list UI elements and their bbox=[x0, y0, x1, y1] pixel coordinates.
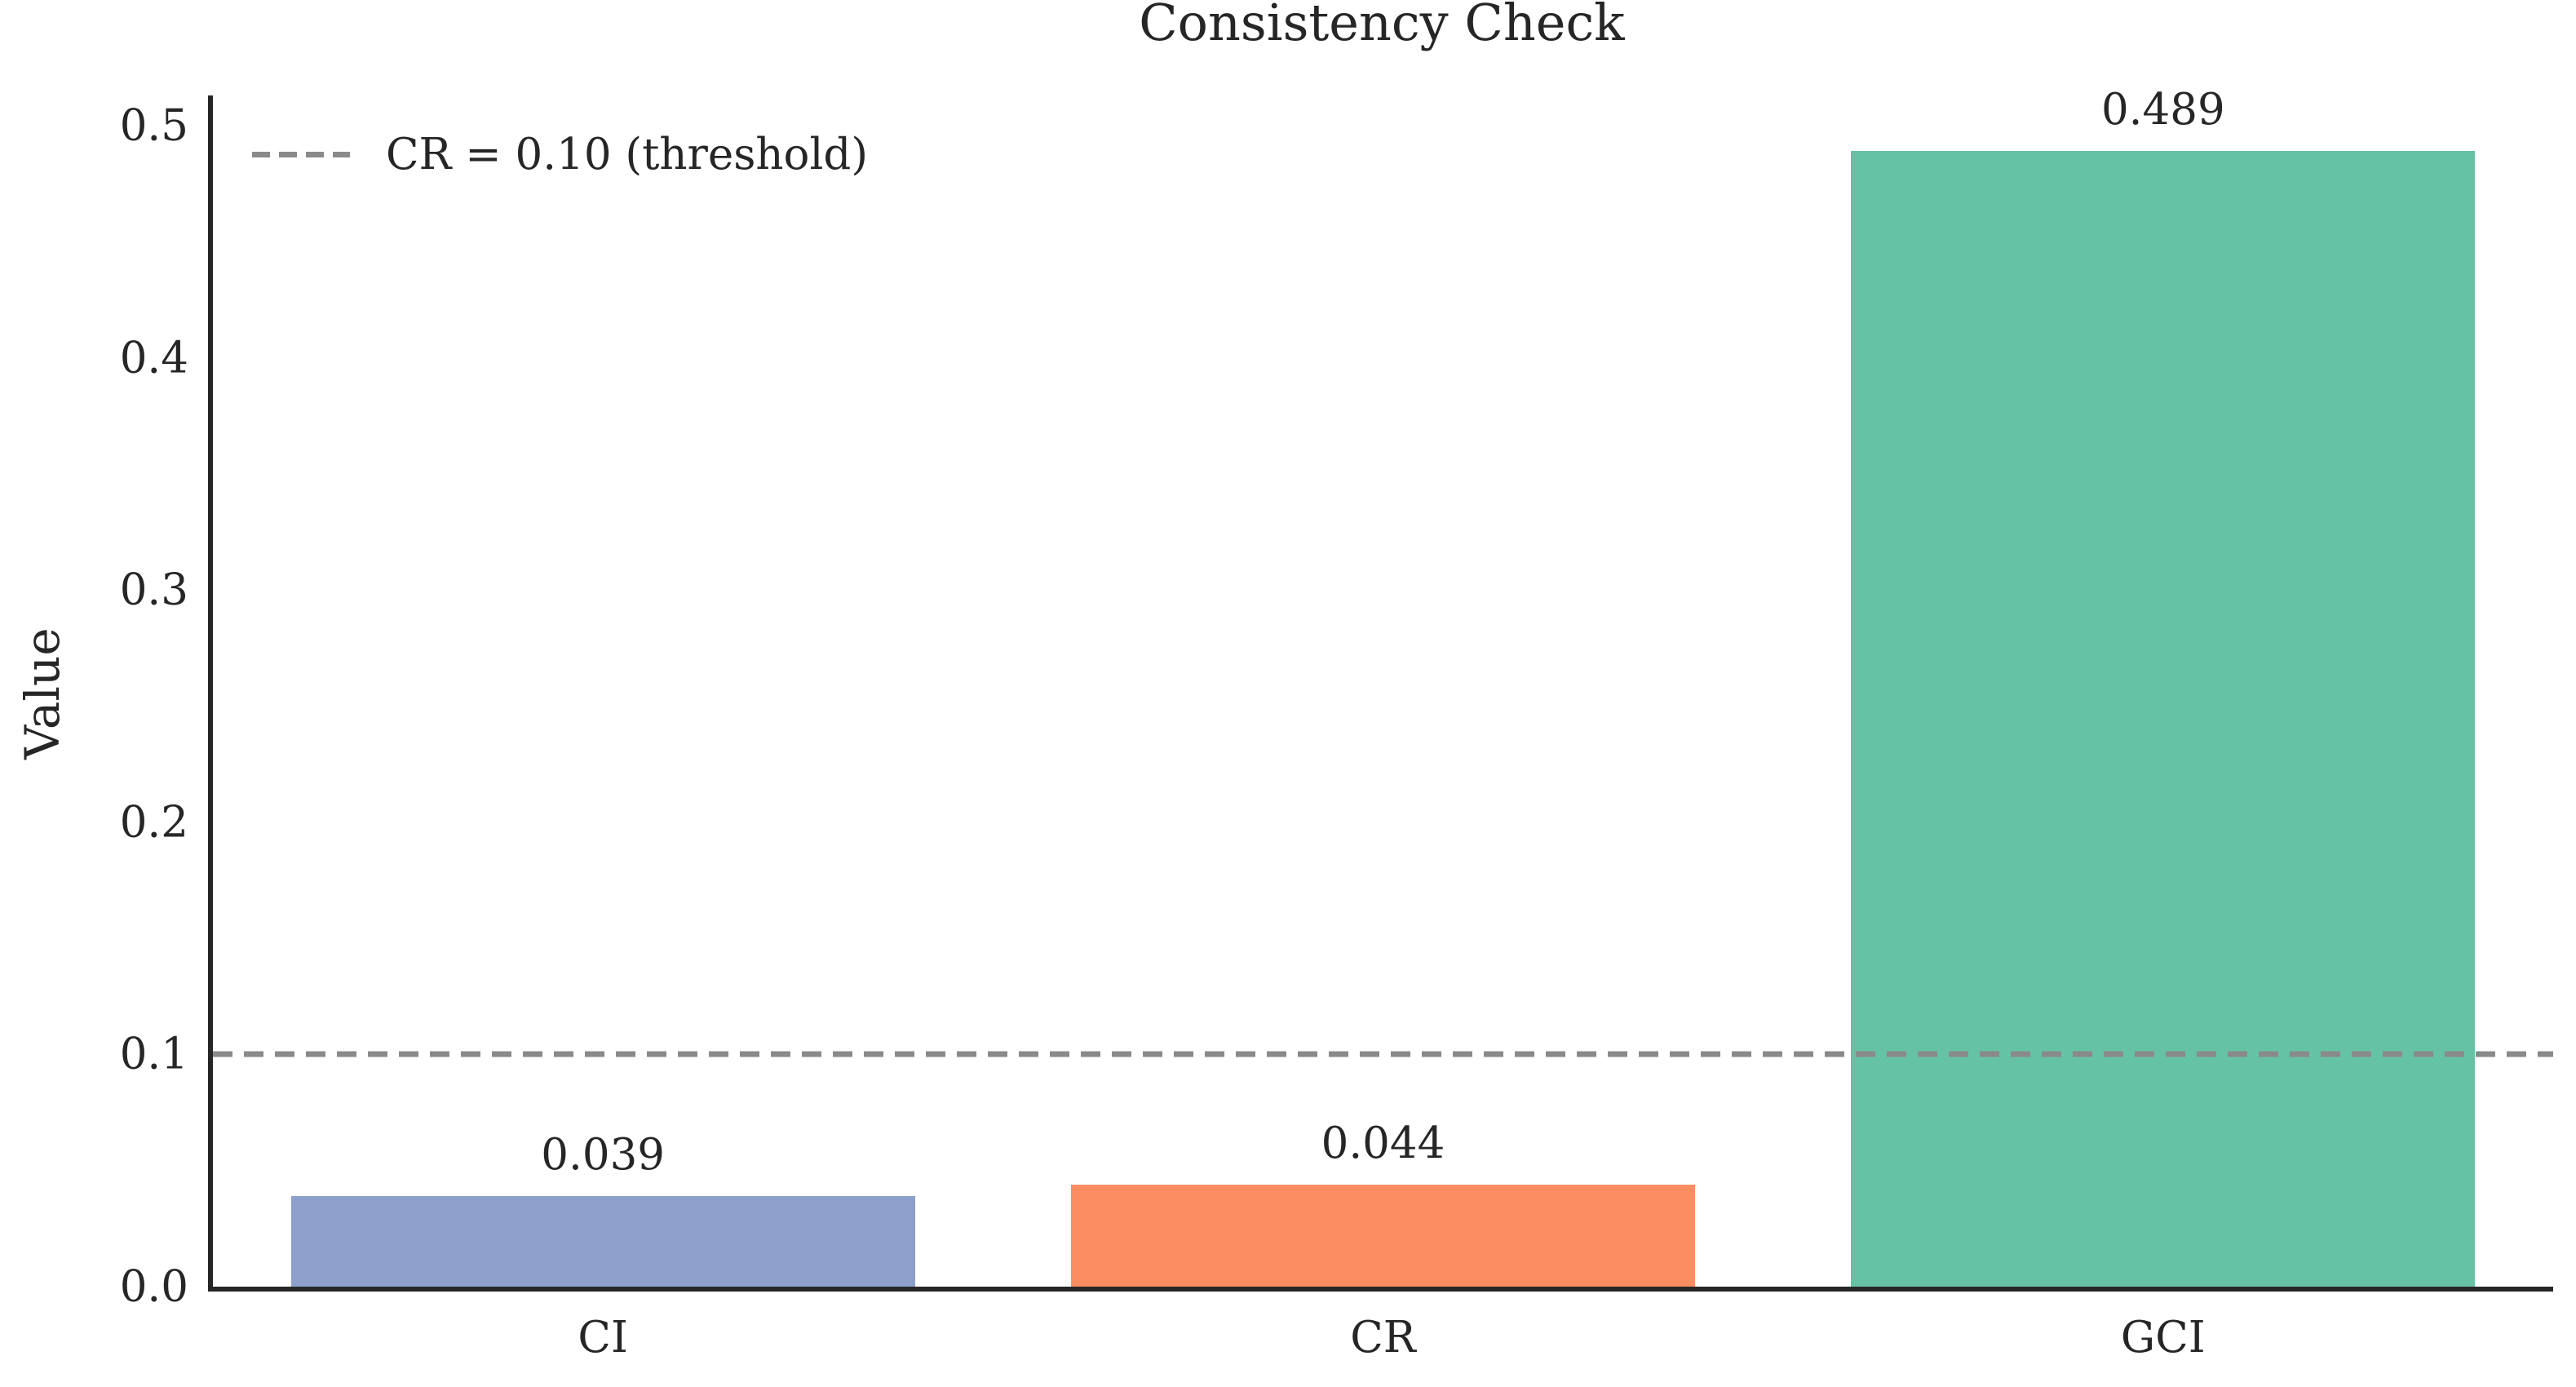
bars-container: 0.039 0.044 0.489 bbox=[213, 88, 2553, 1287]
bar-cr: 0.044 bbox=[1070, 1122, 1696, 1287]
chart-title: Consistency Check bbox=[1139, 0, 1625, 52]
legend: CR = 0.10 (threshold) bbox=[252, 133, 868, 176]
y-tick-label: 0.2 bbox=[119, 797, 188, 848]
threshold-dashed-line bbox=[213, 1051, 2553, 1057]
bar-value-label: 0.044 bbox=[1321, 1118, 1445, 1168]
x-tick-label-gci: GCI bbox=[2120, 1313, 2206, 1363]
bar-slot-ci: 0.039 bbox=[213, 95, 993, 1287]
y-tick-label: 0.3 bbox=[119, 565, 188, 615]
x-tick-label-cr: CR bbox=[1350, 1313, 1416, 1363]
y-tick-label: 0.4 bbox=[119, 333, 188, 383]
plot-area: 0.0 0.1 0.2 0.3 0.4 0.5 0.039 0.044 0.489 CR = … bbox=[120, 88, 2553, 1359]
bar-value-label: 0.489 bbox=[2100, 85, 2225, 135]
y-tick-label: 0.1 bbox=[119, 1029, 188, 1079]
y-tick-label: 0.0 bbox=[119, 1261, 188, 1312]
dashed-line-icon bbox=[252, 152, 350, 157]
bar-value-label: 0.039 bbox=[541, 1130, 666, 1181]
legend-label: CR = 0.10 (threshold) bbox=[386, 130, 869, 179]
x-tick-label-ci: CI bbox=[578, 1313, 628, 1363]
x-axis-tick-labels: CI CR GCI bbox=[213, 1316, 2553, 1359]
bar-slot-cr: 0.044 bbox=[993, 95, 1773, 1287]
y-axis-tick-labels: 0.0 0.1 0.2 0.3 0.4 0.5 bbox=[33, 95, 213, 1309]
bar-ci: 0.039 bbox=[290, 1133, 915, 1287]
bar-slot-gci: 0.489 bbox=[1773, 88, 2553, 1287]
bar-gci: 0.489 bbox=[1851, 88, 2476, 1287]
y-tick-label: 0.5 bbox=[119, 100, 188, 151]
